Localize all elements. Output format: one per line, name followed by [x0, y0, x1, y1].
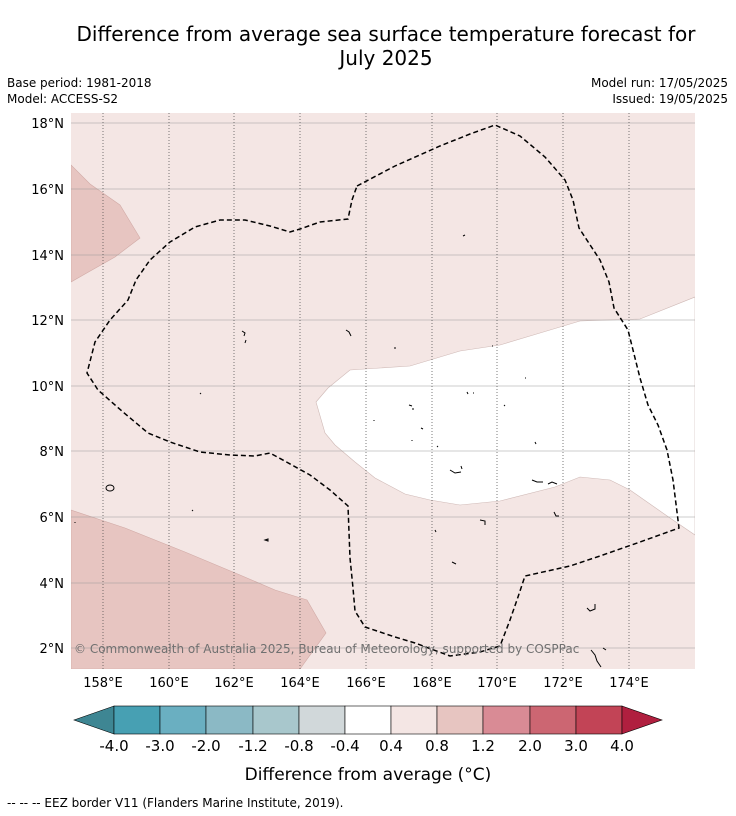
- colorbar-bin-11: [575, 705, 623, 735]
- colorbar-bin-9: [482, 705, 531, 735]
- colorbar-bin-5: [298, 705, 346, 735]
- colorbar-tick: 1.2: [471, 737, 495, 755]
- colorbar-tick: -0.8: [284, 737, 313, 755]
- lat-label-8n: 8°N: [40, 445, 65, 460]
- map-area: © Commonwealth of Australia 2025, Bureau…: [71, 113, 695, 669]
- colorbar-bin-1: [113, 705, 161, 735]
- lat-label-14n: 14°N: [31, 249, 64, 264]
- eez-footnote: -- -- -- EEZ border V11 (Flanders Marine…: [7, 796, 344, 810]
- lat-label-4n: 4°N: [40, 577, 65, 592]
- colorbar-bin-8: [436, 705, 484, 735]
- lat-gridlines: [71, 122, 695, 649]
- colorbar-tick: -4.0: [99, 737, 128, 755]
- lon-label-174e: 174°E: [609, 676, 649, 691]
- lon-label-168e: 168°E: [412, 676, 452, 691]
- colorbar-tick: 2.0: [518, 737, 542, 755]
- colorbar-bin-4: [252, 705, 300, 735]
- issued-date: Issued: 19/05/2025: [612, 92, 728, 106]
- eez-border: [86, 124, 680, 657]
- colorbar-extend-low: [73, 705, 115, 735]
- colorbar-extend-high: [621, 705, 663, 735]
- map-title-line2: July 2025: [339, 46, 433, 70]
- colorbar-tick: 3.0: [564, 737, 588, 755]
- lat-label-2n: 2°N: [40, 642, 65, 657]
- colorbar-tick: 4.0: [610, 737, 634, 755]
- colorbar-tick: -1.2: [238, 737, 267, 755]
- lat-label-18n: 18°N: [31, 117, 64, 132]
- colorbar-tick: 0.4: [379, 737, 403, 755]
- lon-label-162e: 162°E: [214, 676, 254, 691]
- lon-label-170e: 170°E: [477, 676, 517, 691]
- model-name: Model: ACCESS-S2: [7, 92, 119, 106]
- lon-tick-labels: 158°E 160°E 162°E 164°E 166°E 168°E 170°…: [83, 676, 649, 691]
- lat-label-10n: 10°N: [31, 380, 64, 395]
- colorbar-tick-labels: -4.0 -3.0 -2.0 -1.2 -0.8 -0.4 0.4 0.8 1.…: [99, 737, 634, 755]
- lon-label-172e: 172°E: [543, 676, 583, 691]
- model-run: Model run: 17/05/2025: [590, 76, 728, 90]
- colorbar-bin-3: [205, 705, 254, 735]
- colorbar-bin-6: [344, 705, 392, 735]
- colorbar-title: Difference from average (°C): [245, 765, 492, 785]
- lon-label-158e: 158°E: [83, 676, 123, 691]
- lon-label-164e: 164°E: [280, 676, 320, 691]
- colorbar-bin-10: [529, 705, 577, 735]
- colorbar-tick: -3.0: [145, 737, 174, 755]
- map-title: Difference from average sea surface temp…: [40, 22, 732, 70]
- colorbar: [73, 705, 663, 735]
- meta-left: Base period: 1981-2018 Model: ACCESS-S2: [7, 75, 152, 107]
- meta-right: Model run: 17/05/2025 Issued: 19/05/2025: [591, 75, 728, 107]
- lon-label-160e: 160°E: [149, 676, 189, 691]
- colorbar-tick: -0.4: [330, 737, 359, 755]
- lat-label-6n: 6°N: [40, 511, 65, 526]
- lon-label-166e: 166°E: [346, 676, 386, 691]
- lat-label-16n: 16°N: [31, 183, 64, 198]
- copyright-notice: © Commonwealth of Australia 2025, Bureau…: [74, 642, 579, 656]
- colorbar-tick: 0.8: [425, 737, 449, 755]
- colorbar-bin-2: [159, 705, 207, 735]
- lat-label-12n: 12°N: [31, 314, 64, 329]
- islands: [74, 234, 607, 668]
- field-warm-northwest: [71, 164, 141, 283]
- colorbar-tick: -2.0: [191, 737, 220, 755]
- base-period: Base period: 1981-2018: [7, 76, 152, 90]
- colorbar-bin-7: [390, 705, 438, 735]
- lat-tick-labels: 18°N 16°N 14°N 12°N 10°N 8°N 6°N 4°N 2°N: [31, 117, 64, 657]
- field-warm-southwest: [71, 509, 327, 669]
- field-neutral-region: [315, 296, 695, 536]
- map-title-line1: Difference from average sea surface temp…: [76, 22, 696, 46]
